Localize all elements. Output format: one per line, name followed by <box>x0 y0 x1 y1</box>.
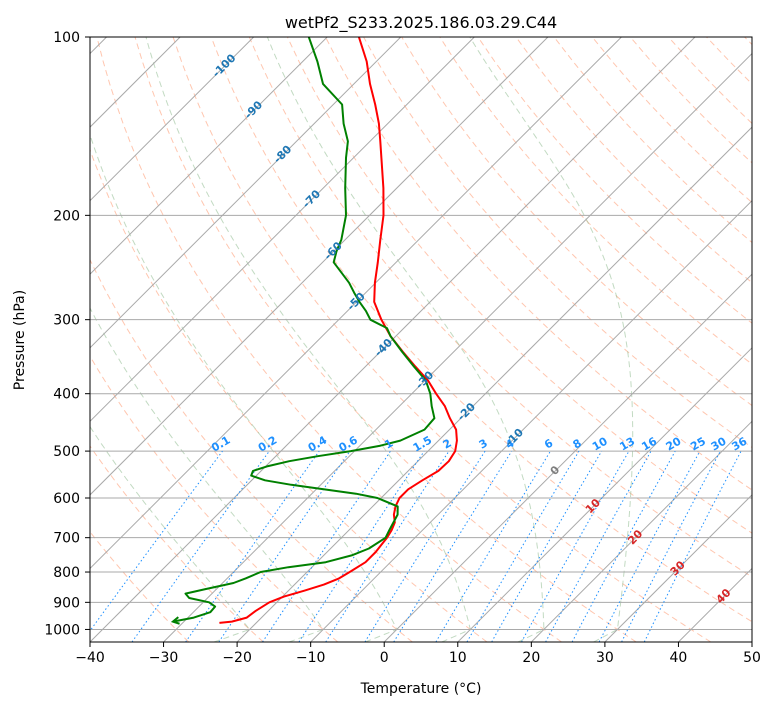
isotherm-line <box>90 37 328 275</box>
mixing-ratio-line <box>545 450 652 642</box>
mixing-ratio-line <box>325 450 450 642</box>
dry-adiabat <box>90 445 264 642</box>
isotherm-line <box>457 347 752 642</box>
dewpoint-line <box>172 37 436 623</box>
y-tick-label: 800 <box>53 565 80 581</box>
mixing-ratio-lines <box>90 450 742 642</box>
mixing-ratio-line <box>262 450 391 642</box>
y-tick-label: 100 <box>53 30 80 46</box>
chart-annotations: 0.1 0.2 0.4 0.6 1 1.5 2 3 4 6 8 10 13 16 20 25 30 36-100-… <box>209 51 749 606</box>
isotherm-line <box>90 37 622 570</box>
x-tick-label: 50 <box>743 650 761 666</box>
mixing-ratio-label: 2 <box>441 437 454 452</box>
mixing-ratio-line <box>298 450 425 642</box>
moist-adiabat <box>266 37 545 642</box>
dry-adiabat <box>172 37 712 642</box>
dry-adiabats <box>90 37 752 642</box>
dry-adiabat <box>629 37 752 164</box>
dry-adiabat <box>325 37 752 491</box>
moist-adiabat <box>90 425 251 642</box>
mixing-ratio-line <box>185 450 320 642</box>
dry-adiabat <box>96 37 562 642</box>
isotherm-line <box>604 494 752 642</box>
plot-frame <box>89 36 753 643</box>
y-tick-label: 500 <box>53 444 80 460</box>
dry-adiabat <box>439 37 752 365</box>
dry-adiabat <box>90 355 339 642</box>
isotherm-line <box>530 420 752 642</box>
y-tick-label: 400 <box>53 387 80 403</box>
isotherm-line <box>90 37 402 349</box>
y-tick-label: 600 <box>53 491 80 507</box>
mixing-ratio-line <box>571 450 676 642</box>
mixing-ratio-line <box>466 450 580 642</box>
mixing-ratio-line <box>435 450 551 642</box>
isotherm-line <box>90 37 475 423</box>
moist-adiabat <box>469 37 634 642</box>
moist-adiabat <box>145 37 471 642</box>
y-tick-label: 900 <box>53 595 80 611</box>
x-tick-label: 30 <box>596 650 614 666</box>
y-tick-label: 200 <box>53 208 80 224</box>
mixing-ratio-label: 3 <box>477 437 490 452</box>
isotherm-line <box>236 126 752 642</box>
x-tick-label: 40 <box>670 650 688 666</box>
dry-adiabat <box>90 531 190 642</box>
x-tick-label: 10 <box>449 650 467 666</box>
dry-adiabat <box>90 258 413 642</box>
axis-ticks: −40 −30 −20 −10 0 10 20 30 40 50 100 200 300 400 500 60… <box>44 30 761 666</box>
dry-adiabat <box>553 37 752 244</box>
dry-adiabat <box>248 37 752 578</box>
x-tick-label: 20 <box>522 650 540 666</box>
x-tick-label: −40 <box>75 650 105 666</box>
dry-adiabat <box>134 37 637 642</box>
dry-adiabat <box>668 37 752 125</box>
dry-adiabat <box>90 148 488 642</box>
isotherm-line <box>383 273 752 642</box>
mixing-ratio-line <box>131 450 270 642</box>
mixing-ratio-line <box>521 450 630 642</box>
isotherm-line <box>310 199 752 642</box>
x-tick-label: −20 <box>222 650 252 666</box>
temperature-line <box>219 37 458 624</box>
y-tick-label: 1000 <box>44 622 80 638</box>
dry-adiabat <box>591 37 752 204</box>
mixing-ratio-label: 6 <box>542 436 555 451</box>
moist-adiabat <box>90 307 324 642</box>
moist-adiabats <box>90 37 634 642</box>
sounding-profiles <box>170 37 458 625</box>
y-tick-label: 300 <box>53 313 80 329</box>
dry-adiabat <box>744 37 752 46</box>
dry-adiabat <box>706 37 752 85</box>
mixing-ratio-line <box>393 450 513 642</box>
x-tick-label: −30 <box>149 650 179 666</box>
dewpoint-arrow-head <box>170 616 180 625</box>
x-tick-label: −10 <box>296 650 326 666</box>
x-tick-label: 0 <box>380 650 389 666</box>
mixing-ratio-line <box>90 450 223 632</box>
mixing-ratio-line <box>643 450 742 642</box>
dry-adiabat <box>515 37 752 284</box>
chart-title: wetPf2_S233.2025.186.03.29.C44 <box>285 13 557 33</box>
isotherm-line <box>163 52 752 642</box>
mixing-ratio-line <box>218 450 351 642</box>
x-axis-label: Temperature (°C) <box>360 681 482 697</box>
isotherm-line <box>90 37 549 496</box>
dry-adiabat <box>210 37 752 623</box>
plot-area: 0.1 0.2 0.4 0.6 1 1.5 2 3 4 6 8 10 13 16 20 25 30 36-100-… <box>90 37 752 642</box>
isotherm-line <box>678 567 752 642</box>
isotherm-line <box>90 37 255 202</box>
isotherm-line <box>751 641 752 642</box>
y-axis-label: Pressure (hPa) <box>12 290 28 390</box>
mixing-ratio-line <box>598 450 701 642</box>
dry-adiabat <box>286 37 752 534</box>
y-tick-label: 700 <box>53 531 80 547</box>
